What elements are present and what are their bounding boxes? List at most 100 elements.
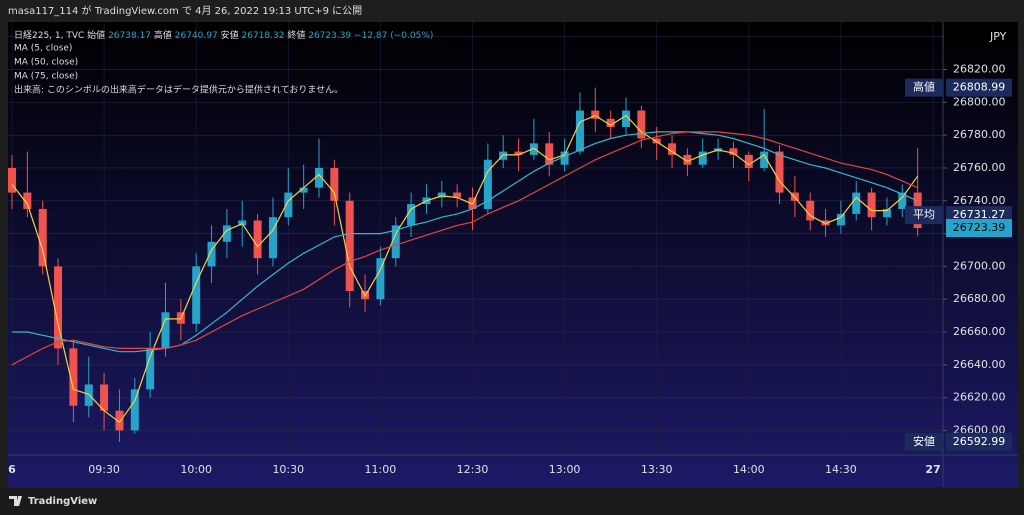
ohlc-value: 26738.17 bbox=[108, 31, 151, 41]
y-tick-label: 26700.00 bbox=[953, 259, 1006, 272]
candle-body bbox=[683, 154, 692, 165]
footer: TradingView bbox=[0, 488, 1024, 515]
price-label-value: 26592.99 bbox=[953, 435, 1006, 448]
candle-body bbox=[345, 200, 354, 291]
candle-body bbox=[192, 266, 201, 324]
x-tick-label: 13:30 bbox=[641, 463, 673, 476]
ma-line bbox=[11, 114, 919, 424]
candle-body bbox=[84, 384, 93, 406]
x-tick-label: 14:30 bbox=[825, 463, 857, 476]
candle-body bbox=[882, 208, 891, 218]
last-price: 26723.39 bbox=[953, 221, 1006, 234]
legend-entry: MA (5, close) bbox=[14, 44, 72, 54]
change: −12.87 bbox=[354, 31, 387, 41]
candle-body bbox=[23, 192, 32, 209]
candle-body bbox=[54, 266, 63, 349]
y-tick-label: 26640.00 bbox=[953, 358, 1006, 371]
y-tick-label: 26820.00 bbox=[953, 63, 1006, 76]
candle-body bbox=[38, 208, 47, 267]
candle-body bbox=[8, 167, 16, 193]
legend-symbol-line: 日経225, 1, TVC 始値 26738.17 高値 26740.97 安値… bbox=[14, 29, 433, 41]
candle-body bbox=[284, 192, 293, 218]
candle-body bbox=[622, 110, 630, 127]
candle-body bbox=[130, 389, 139, 431]
candle-body bbox=[453, 192, 462, 198]
candle-body bbox=[330, 167, 339, 201]
candle-body bbox=[806, 200, 815, 221]
change-pct: (−0.05%) bbox=[390, 31, 433, 41]
candle-body bbox=[69, 348, 78, 406]
y-tick-label: 26680.00 bbox=[953, 292, 1006, 305]
candle-body bbox=[207, 241, 216, 267]
candle-body bbox=[775, 151, 784, 193]
y-tick-label: 26760.00 bbox=[953, 161, 1006, 174]
candle-body bbox=[146, 348, 155, 390]
candle-body bbox=[545, 143, 554, 165]
ohlc-name: 終値 bbox=[287, 29, 305, 41]
candle-body bbox=[744, 154, 753, 168]
price-label-name: 高値 bbox=[913, 80, 935, 94]
candle-body bbox=[529, 143, 538, 155]
volume-note: 出来高: このシンボルの出来高データはデータ提供元から提供されておりません。 bbox=[14, 84, 343, 96]
x-tick-label: 10:30 bbox=[272, 463, 304, 476]
candle-body bbox=[299, 187, 308, 193]
ohlc-name: 安値 bbox=[221, 29, 239, 41]
plot bbox=[8, 87, 922, 442]
candle-body bbox=[560, 151, 569, 165]
x-tick-label: 09:30 bbox=[88, 463, 120, 476]
candle-body bbox=[376, 258, 385, 300]
x-tick-label: 6 bbox=[8, 463, 16, 476]
ohlc-name: 始値 bbox=[87, 29, 105, 41]
candle-body bbox=[575, 110, 584, 152]
price-label-name: 安値 bbox=[913, 434, 935, 448]
price-label-value: 26808.99 bbox=[953, 81, 1006, 94]
x-tick-label: 14:00 bbox=[733, 463, 765, 476]
currency-badge bbox=[944, 28, 1018, 46]
candle-body bbox=[668, 143, 677, 155]
logo bbox=[9, 496, 22, 506]
price-label-name: 平均 bbox=[913, 208, 935, 221]
ma-line bbox=[11, 131, 918, 366]
legend-entry: MA (75, close) bbox=[14, 72, 78, 82]
symbol: 日経225, 1, TVC bbox=[14, 29, 84, 41]
last-price-box bbox=[946, 219, 1012, 238]
candle-body bbox=[115, 410, 124, 431]
candle-body bbox=[698, 151, 707, 165]
publisher: masa117_114 が TradingView.com で 4月 26, 2… bbox=[8, 4, 362, 17]
price-label-box bbox=[946, 78, 1012, 97]
overlay: 日経225, 1, TVC 始値 26738.17 高値 26740.97 安値… bbox=[14, 28, 1018, 451]
y-tick-label: 26660.00 bbox=[953, 325, 1006, 338]
candle-body bbox=[760, 151, 769, 168]
candle-body bbox=[407, 204, 416, 226]
candle-body bbox=[161, 312, 170, 349]
candle-body bbox=[437, 192, 446, 198]
chart-background bbox=[8, 22, 1018, 487]
candle-body bbox=[100, 384, 109, 411]
candle-body bbox=[483, 159, 492, 209]
price-label-value: 26731.27 bbox=[953, 208, 1006, 221]
currency: JPY bbox=[989, 30, 1007, 43]
x-tick-label: 11:00 bbox=[365, 463, 397, 476]
footer-bar bbox=[0, 488, 1024, 515]
candle-body bbox=[238, 220, 247, 226]
candle-body bbox=[391, 225, 400, 259]
price-label-name-box bbox=[905, 78, 943, 97]
ohlc-value: 26718.32 bbox=[242, 31, 285, 41]
candle-body bbox=[606, 118, 615, 127]
ohlc-value: 26723.39 bbox=[308, 31, 351, 41]
y-tick-label: 26780.00 bbox=[953, 128, 1006, 141]
candle-body bbox=[652, 138, 661, 144]
candle-body bbox=[852, 192, 861, 214]
x-tick-label: 13:00 bbox=[549, 463, 581, 476]
candle-body bbox=[268, 217, 277, 259]
candle-body bbox=[729, 148, 738, 155]
price-label-name-box bbox=[905, 206, 943, 225]
x-tick-label: 10:00 bbox=[180, 463, 212, 476]
price-label-box bbox=[946, 432, 1012, 451]
y-tick-label: 26620.00 bbox=[953, 391, 1006, 404]
candle-body bbox=[821, 220, 830, 226]
ohlc-value: 26740.97 bbox=[175, 31, 218, 41]
ohlc-name: 高値 bbox=[154, 29, 172, 41]
candle-body bbox=[315, 167, 323, 188]
